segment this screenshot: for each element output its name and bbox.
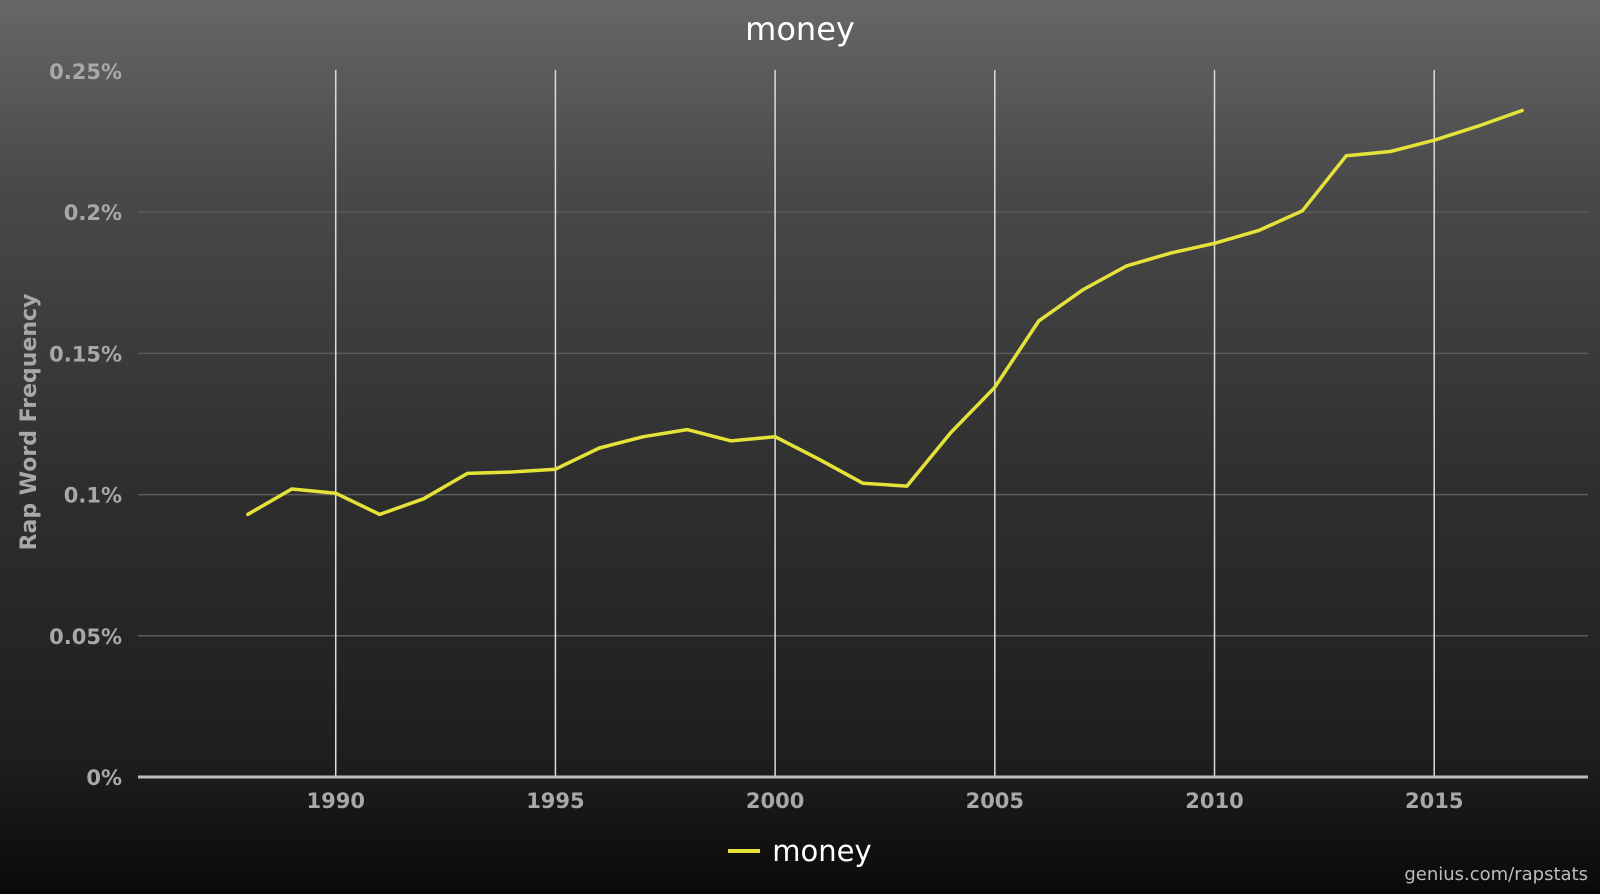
data-point <box>1432 138 1436 142</box>
data-point <box>685 428 689 432</box>
chart-title: money <box>745 10 855 48</box>
data-point <box>422 497 426 501</box>
source-credit: genius.com/rapstats <box>1404 864 1588 885</box>
series-layer <box>246 108 1524 517</box>
data-point <box>509 470 514 474</box>
axis-layer: 0% 0.05% 0.1% 0.15% 0.2% 0.25% 1990 1995 2000 200… <box>49 60 1588 813</box>
data-point <box>1212 241 1217 245</box>
data-point <box>553 467 558 471</box>
legend-swatch-money <box>728 849 761 853</box>
data-point <box>1476 124 1480 128</box>
data-point <box>1081 288 1085 292</box>
grid-layer <box>138 70 1588 777</box>
data-point <box>1388 149 1392 154</box>
x-tick-label: 2010 <box>1185 789 1243 813</box>
data-point <box>290 487 294 491</box>
data-point <box>773 435 777 439</box>
x-tick-label: 1990 <box>307 789 365 813</box>
data-point <box>729 439 733 443</box>
data-point <box>817 457 821 461</box>
y-tick-label: 0.05% <box>49 625 122 649</box>
data-point <box>993 385 997 389</box>
x-tick-label: 2015 <box>1405 789 1463 813</box>
data-point <box>641 435 645 439</box>
data-point <box>378 512 382 516</box>
y-tick-label: 0.15% <box>49 342 122 366</box>
x-tick-label: 2005 <box>966 789 1024 813</box>
data-point <box>861 481 865 485</box>
data-point <box>1168 251 1173 255</box>
data-point <box>334 491 338 495</box>
data-point <box>1344 154 1348 158</box>
data-point <box>246 512 250 516</box>
series-line-money <box>246 108 1524 517</box>
y-axis-label: Rap Word Frequency <box>17 294 42 551</box>
x-tick-label: 1995 <box>526 789 584 813</box>
data-point <box>905 484 909 488</box>
data-point <box>1037 319 1041 323</box>
data-point <box>465 471 470 476</box>
data-point <box>1300 209 1304 213</box>
data-point <box>1125 264 1129 268</box>
y-tick-label: 0.25% <box>49 60 122 84</box>
data-point <box>1520 108 1524 113</box>
data-point <box>597 446 601 450</box>
data-point <box>949 430 953 435</box>
x-tick-label: 2000 <box>746 789 804 813</box>
y-tick-label: 0.2% <box>64 201 122 225</box>
data-point <box>1256 228 1261 233</box>
legend-label-money: money <box>772 834 872 868</box>
y-tick-label: 0.1% <box>64 484 122 508</box>
legend[interactable]: money <box>0 834 1600 868</box>
y-tick-label: 0% <box>86 766 122 790</box>
